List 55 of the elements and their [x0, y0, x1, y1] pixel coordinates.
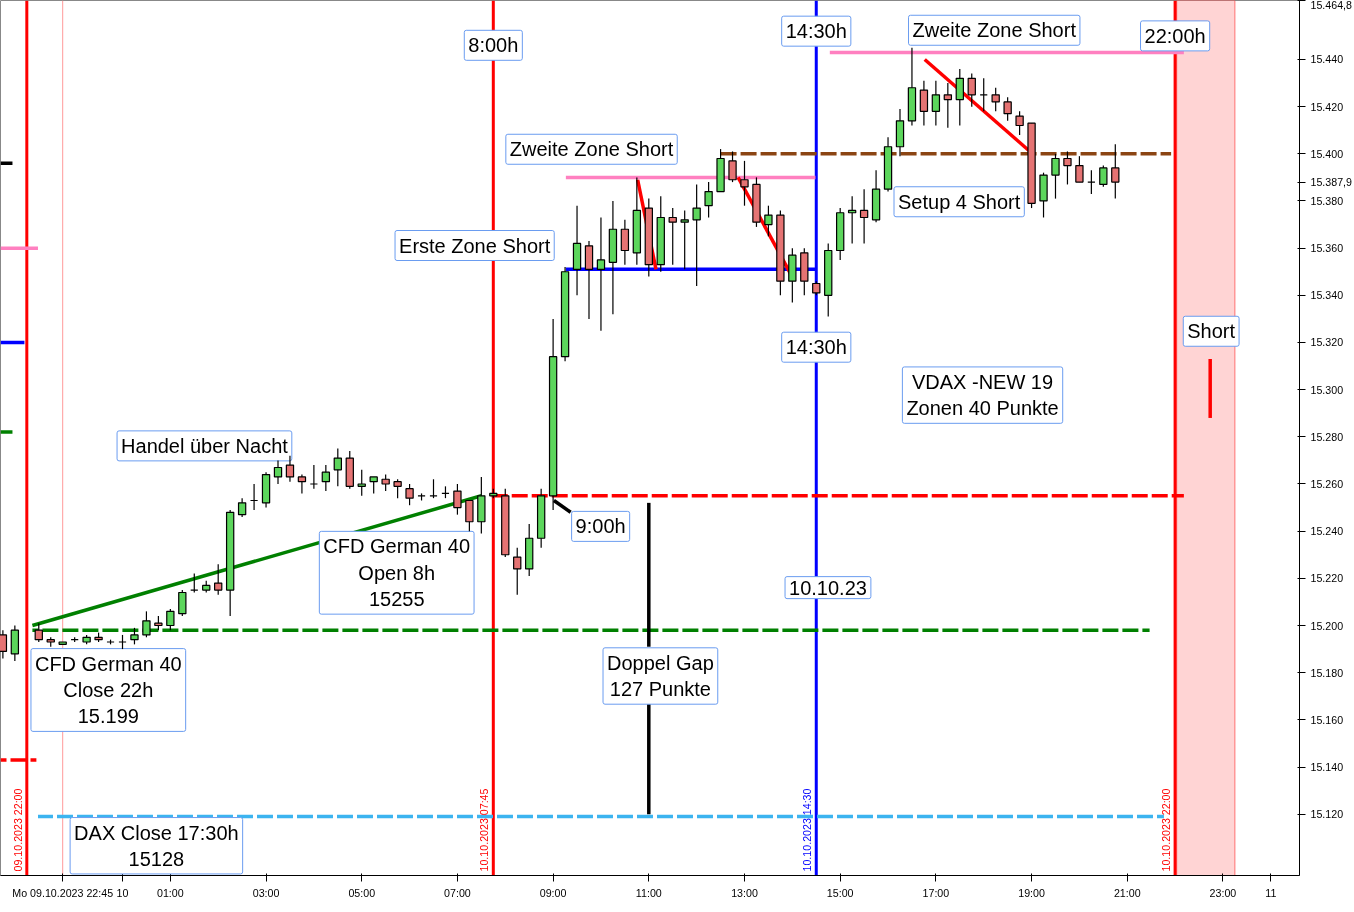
x-tick-label: 19:00 — [1018, 886, 1045, 899]
annotation: 8:00h — [468, 34, 519, 57]
annotation: VDAX -NEW 19 Zonen 40 Punkte — [906, 370, 1059, 420]
annotation: Doppel Gap 127 Punkte — [607, 651, 714, 701]
x-tick-label: 11 — [1265, 886, 1277, 899]
x-tick-label: 01:00 — [157, 886, 184, 899]
y-tick-label: 15.387,9 — [1310, 176, 1353, 189]
annotation: Handel über Nacht — [121, 434, 289, 457]
annotation: CFD German 40 Close 22h 15.199 — [34, 652, 182, 728]
annotation: Short — [1187, 320, 1236, 343]
annotation: Zweite Zone Short — [912, 19, 1077, 42]
y-tick-label: 15.400 — [1310, 147, 1344, 160]
x-tick-label: 15:00 — [826, 886, 854, 899]
annotation: Zweite Zone Short — [509, 138, 674, 161]
annotation: CFD German 40 Open 8h 15255 — [323, 535, 471, 611]
y-tick-label: 15.464,8 — [1310, 0, 1353, 11]
y-tick-label: 15.380 — [1310, 194, 1344, 207]
x-tick-label: 07:00 — [444, 886, 471, 899]
y-tick-label: 15.300 — [1310, 383, 1344, 396]
x-tick-label: 23:00 — [1209, 886, 1237, 899]
y-tick-label: 15.140 — [1310, 761, 1344, 774]
y-tick-label: 15.320 — [1310, 336, 1344, 349]
y-tick-label: 15.160 — [1310, 713, 1344, 726]
x-tick-label: 05:00 — [348, 886, 376, 899]
ref-line-label: 10.10.2023 22:00 — [1160, 788, 1173, 872]
y-tick-label: 15.420 — [1310, 100, 1344, 113]
x-tick-label: 11:00 — [635, 886, 662, 899]
y-tick-label: 15.220 — [1310, 572, 1344, 585]
annotation: 14:30h — [785, 20, 847, 43]
y-tick-label: 15.340 — [1310, 289, 1344, 302]
y-tick-label: 15.440 — [1310, 53, 1344, 66]
y-tick-label: 15.200 — [1310, 619, 1344, 632]
annotation: Setup 4 Short — [898, 190, 1021, 213]
y-tick-label: 15.260 — [1310, 477, 1344, 490]
ref-line-label: 09.10.2023 22:00 — [11, 788, 24, 872]
x-tick-label: 10 — [116, 886, 129, 899]
annotation: Erste Zone Short — [399, 234, 551, 257]
annotation: DAX Close 17:30h 15128 — [74, 821, 239, 870]
y-tick-label: 15.360 — [1310, 242, 1344, 255]
y-tick-label: 15.180 — [1310, 666, 1344, 679]
x-tick-label: 17:00 — [922, 886, 950, 899]
x-tick-label: 03:00 — [252, 886, 280, 899]
annotation: 10.10.23 — [789, 576, 867, 599]
annotation: 22:00h — [1144, 24, 1206, 47]
annotation: 14:30h — [785, 336, 847, 359]
annotation: 9:00h — [575, 515, 626, 538]
x-tick-label: 13:00 — [731, 886, 758, 899]
y-tick-label: 15.280 — [1310, 430, 1344, 443]
ref-line-label: 10.10.2023 14:30 — [801, 788, 814, 872]
x-tick-label: 21:00 — [1113, 886, 1141, 899]
x-tick-label: 09:00 — [539, 886, 567, 899]
ref-line-label: 10.10.2023 07:45 — [478, 788, 491, 872]
x-tick-label: Mo 09.10.2023 22:45 — [12, 886, 114, 899]
y-tick-label: 15.120 — [1310, 808, 1344, 821]
y-tick-label: 15.240 — [1310, 525, 1344, 538]
